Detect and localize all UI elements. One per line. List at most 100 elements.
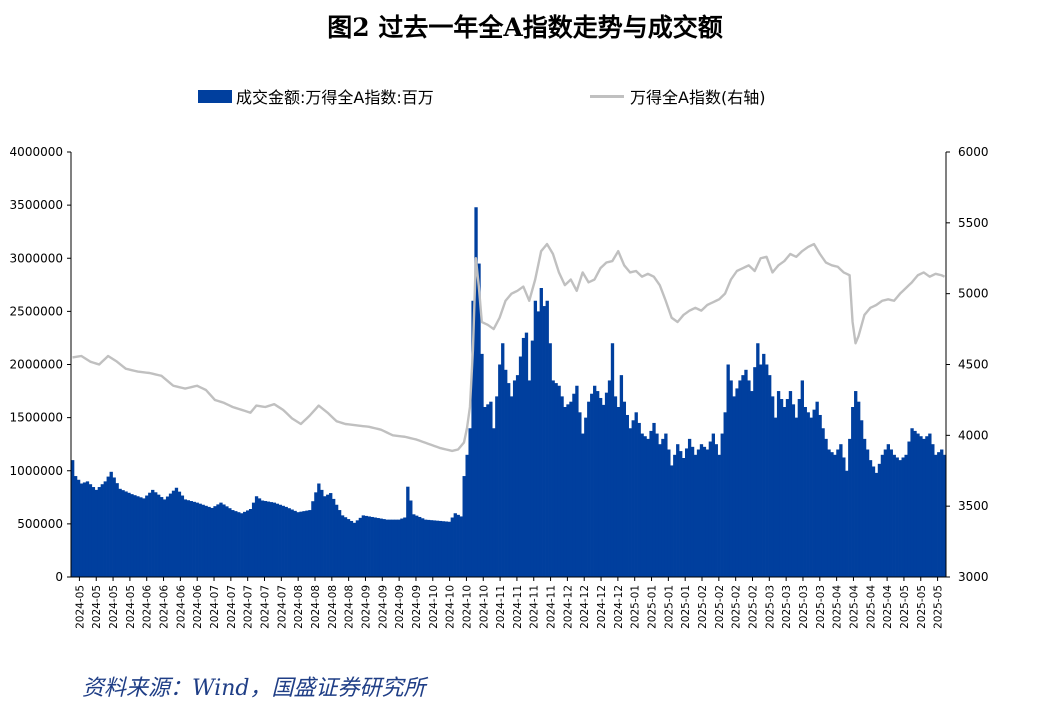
y-right-tick-label: 3500 <box>958 499 989 513</box>
y-left-tick-label: 3500000 <box>10 198 63 212</box>
x-tick-label: 2025-03 <box>764 585 776 629</box>
turnover-bar <box>812 409 816 577</box>
turnover-bar <box>827 449 831 577</box>
turnover-bar <box>423 519 428 578</box>
turnover-bar <box>290 509 294 577</box>
turnover-bar <box>640 433 644 577</box>
turnover-bar <box>682 458 686 577</box>
turnover-bar <box>486 404 490 577</box>
turnover-bar <box>100 484 104 577</box>
turnover-bar <box>593 385 597 577</box>
turnover-bar <box>744 369 748 577</box>
turnover-bar <box>355 520 360 577</box>
turnover-bar <box>646 438 650 578</box>
turnover-bar <box>785 399 790 577</box>
turnover-bar <box>857 401 861 577</box>
x-tick-label: 2025-03 <box>798 585 810 629</box>
turnover-bar <box>308 510 312 577</box>
turnover-bar <box>171 490 176 577</box>
turnover-bar <box>97 487 102 577</box>
turnover-bar <box>412 514 416 577</box>
turnover-bar <box>931 444 935 577</box>
turnover-bar <box>889 449 893 577</box>
turnover-bar <box>248 509 253 577</box>
turnover-bar <box>136 496 140 577</box>
turnover-bar <box>272 502 277 578</box>
turnover-bar <box>133 495 137 577</box>
legend-label-index: 万得全A指数(右轴) <box>630 88 766 107</box>
turnover-bar <box>495 396 499 578</box>
turnover-bar <box>773 417 778 578</box>
turnover-bar <box>886 444 890 577</box>
turnover-bar <box>839 444 843 577</box>
turnover-bar <box>112 477 116 577</box>
turnover-bar <box>901 457 905 577</box>
turnover-bar <box>352 522 357 577</box>
turnover-bar <box>456 514 460 577</box>
turnover-bar <box>720 433 724 577</box>
turnover-bar <box>797 399 802 577</box>
turnover-bars <box>71 207 947 578</box>
turnover-bar <box>361 515 365 578</box>
turnover-bar <box>418 516 422 577</box>
turnover-bar <box>940 449 944 577</box>
x-tick-label: 2025-01 <box>630 585 642 629</box>
turnover-bar <box>189 501 193 577</box>
x-tick-label: 2024-08 <box>327 585 339 629</box>
x-tick-label: 2024-05 <box>125 585 137 629</box>
turnover-bar <box>450 517 454 577</box>
turnover-bar <box>507 383 511 577</box>
turnover-bar <box>750 391 754 577</box>
x-tick-label: 2024-11 <box>529 585 541 629</box>
turnover-bar <box>922 438 926 578</box>
turnover-bar <box>320 489 324 578</box>
x-tick-label: 2024-10 <box>445 585 457 629</box>
turnover-bar <box>269 502 274 577</box>
turnover-bar <box>76 479 81 577</box>
turnover-bar <box>667 449 671 577</box>
turnover-bar <box>406 486 410 577</box>
x-tick-label: 2024-07 <box>276 585 288 629</box>
turnover-bar <box>655 433 659 577</box>
turnover-bar <box>726 364 730 577</box>
y-left-tick-label: 500000 <box>17 517 63 531</box>
turnover-bar <box>518 356 523 577</box>
x-tick-label: 2025-01 <box>680 585 692 629</box>
x-tick-label: 2025-04 <box>848 585 860 629</box>
turnover-bar <box>714 444 718 577</box>
x-tick-label: 2024-06 <box>159 585 171 629</box>
turnover-bar <box>598 397 603 577</box>
turnover-bar <box>892 454 896 577</box>
turnover-bar <box>684 448 689 577</box>
turnover-bar <box>572 393 576 577</box>
turnover-bar <box>524 332 529 578</box>
turnover-bar <box>219 502 223 578</box>
x-tick-label: 2025-05 <box>899 585 911 629</box>
turnover-bar <box>625 414 629 577</box>
x-tick-label: 2025-02 <box>714 585 726 629</box>
turnover-bar <box>815 401 819 577</box>
turnover-bar <box>73 476 78 577</box>
turnover-bar <box>438 520 443 577</box>
turnover-bar <box>868 460 873 578</box>
turnover-bar <box>883 449 888 577</box>
turnover-bar <box>848 438 852 578</box>
turnover-bar <box>237 512 241 577</box>
turnover-bar <box>548 343 552 577</box>
turnover-bar <box>349 520 354 577</box>
turnover-bar <box>818 414 822 577</box>
turnover-bar <box>162 499 167 577</box>
turnover-bar <box>824 438 828 578</box>
turnover-bar <box>735 388 739 577</box>
x-tick-label: 2024-12 <box>579 585 591 629</box>
y-left-tick-label: 1500000 <box>10 411 63 425</box>
turnover-bar <box>575 385 579 577</box>
turnover-bar <box>738 380 742 577</box>
turnover-bar <box>394 519 398 578</box>
turnover-bar <box>332 498 336 577</box>
turnover-bar <box>515 375 520 578</box>
turnover-bar <box>530 340 535 577</box>
turnover-bar <box>504 369 508 577</box>
turnover-bar <box>690 446 695 577</box>
x-tick-label: 2024-09 <box>411 585 423 629</box>
